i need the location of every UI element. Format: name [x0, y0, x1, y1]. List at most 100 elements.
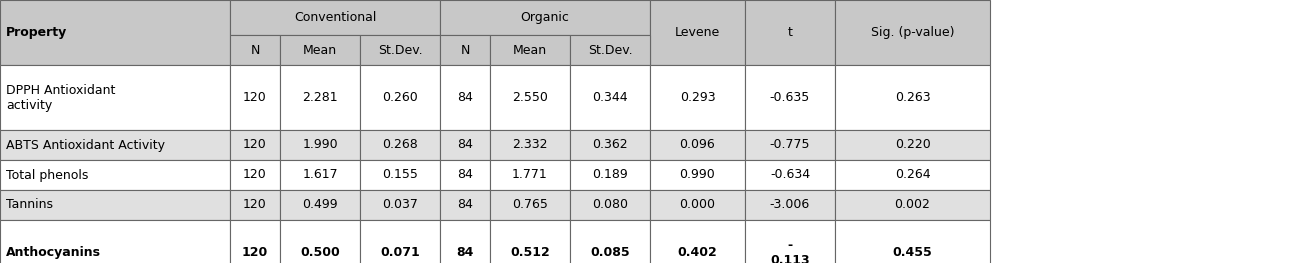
Text: 84: 84: [457, 169, 473, 181]
Text: Mean: Mean: [513, 43, 547, 57]
Bar: [440, 65, 490, 130]
Text: 0.189: 0.189: [592, 169, 628, 181]
Text: -
0.113: - 0.113: [770, 239, 810, 263]
Text: 2.332: 2.332: [512, 139, 548, 151]
Bar: [230, 220, 280, 263]
Bar: [0, 0, 230, 65]
Bar: [0, 190, 230, 220]
Bar: [650, 130, 746, 160]
Bar: [746, 65, 835, 130]
Bar: [746, 0, 835, 65]
Text: Mean: Mean: [303, 43, 337, 57]
Bar: [230, 65, 280, 130]
Bar: [230, 35, 280, 65]
Bar: [440, 160, 490, 190]
Bar: [280, 65, 360, 130]
Text: 84: 84: [457, 139, 473, 151]
Text: 1.990: 1.990: [302, 139, 338, 151]
Bar: [0, 65, 230, 130]
Bar: [835, 160, 989, 190]
Bar: [746, 190, 835, 220]
Bar: [360, 220, 440, 263]
Text: Conventional: Conventional: [294, 11, 377, 24]
Text: 0.155: 0.155: [382, 169, 418, 181]
Text: ABTS Antioxidant Activity: ABTS Antioxidant Activity: [6, 139, 165, 151]
Bar: [835, 65, 989, 130]
Bar: [650, 65, 746, 130]
Bar: [490, 130, 570, 160]
Text: -0.635: -0.635: [770, 91, 810, 104]
Text: 1.617: 1.617: [302, 169, 338, 181]
Text: Total phenols: Total phenols: [6, 169, 89, 181]
Text: Anthocyanins: Anthocyanins: [6, 246, 101, 259]
Text: 0.990: 0.990: [680, 169, 716, 181]
Text: -0.775: -0.775: [770, 139, 810, 151]
Text: 0.085: 0.085: [591, 246, 630, 259]
Bar: [280, 190, 360, 220]
Bar: [650, 220, 746, 263]
Text: 120: 120: [243, 199, 267, 211]
Bar: [440, 190, 490, 220]
Bar: [230, 0, 440, 35]
Text: 0.512: 0.512: [510, 246, 550, 259]
Bar: [570, 190, 650, 220]
Text: DPPH Antioxidant
activity: DPPH Antioxidant activity: [6, 83, 115, 112]
Text: 84: 84: [457, 199, 473, 211]
Text: 0.071: 0.071: [381, 246, 419, 259]
Text: 0.499: 0.499: [302, 199, 338, 211]
Bar: [835, 0, 989, 65]
Text: 0.260: 0.260: [382, 91, 418, 104]
Bar: [835, 130, 989, 160]
Bar: [360, 160, 440, 190]
Text: 0.096: 0.096: [680, 139, 716, 151]
Bar: [650, 160, 746, 190]
Bar: [440, 130, 490, 160]
Bar: [360, 65, 440, 130]
Bar: [490, 160, 570, 190]
Text: 0.344: 0.344: [592, 91, 628, 104]
Text: N: N: [461, 43, 470, 57]
Text: 0.293: 0.293: [680, 91, 716, 104]
Text: 1.771: 1.771: [512, 169, 548, 181]
Bar: [280, 220, 360, 263]
Bar: [230, 190, 280, 220]
Bar: [746, 220, 835, 263]
Text: N: N: [250, 43, 259, 57]
Text: 0.002: 0.002: [894, 199, 930, 211]
Text: 0.264: 0.264: [895, 169, 930, 181]
Bar: [440, 0, 650, 35]
Bar: [0, 130, 230, 160]
Text: 2.281: 2.281: [302, 91, 338, 104]
Text: 2.550: 2.550: [512, 91, 548, 104]
Bar: [490, 190, 570, 220]
Text: 84: 84: [457, 91, 473, 104]
Bar: [440, 35, 490, 65]
Text: Sig. (p-value): Sig. (p-value): [871, 26, 955, 39]
Text: Organic: Organic: [521, 11, 569, 24]
Text: 0.455: 0.455: [893, 246, 933, 259]
Text: t: t: [788, 26, 792, 39]
Bar: [650, 0, 746, 65]
Bar: [490, 65, 570, 130]
Bar: [570, 130, 650, 160]
Text: Property: Property: [6, 26, 67, 39]
Bar: [0, 160, 230, 190]
Text: -0.634: -0.634: [770, 169, 810, 181]
Bar: [0, 220, 230, 263]
Text: 120: 120: [243, 169, 267, 181]
Text: -3.006: -3.006: [770, 199, 810, 211]
Bar: [360, 35, 440, 65]
Text: 120: 120: [243, 139, 267, 151]
Text: 0.000: 0.000: [680, 199, 716, 211]
Text: 0.268: 0.268: [382, 139, 418, 151]
Bar: [835, 190, 989, 220]
Bar: [440, 220, 490, 263]
Text: 0.263: 0.263: [895, 91, 930, 104]
Text: Tannins: Tannins: [6, 199, 53, 211]
Bar: [280, 35, 360, 65]
Text: 0.362: 0.362: [592, 139, 628, 151]
Text: 120: 120: [243, 91, 267, 104]
Bar: [570, 220, 650, 263]
Bar: [746, 160, 835, 190]
Text: St.Dev.: St.Dev.: [588, 43, 632, 57]
